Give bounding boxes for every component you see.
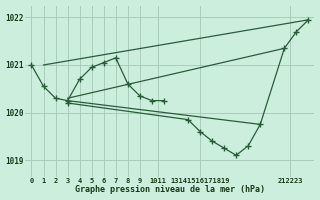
X-axis label: Graphe pression niveau de la mer (hPa): Graphe pression niveau de la mer (hPa)	[75, 185, 265, 194]
